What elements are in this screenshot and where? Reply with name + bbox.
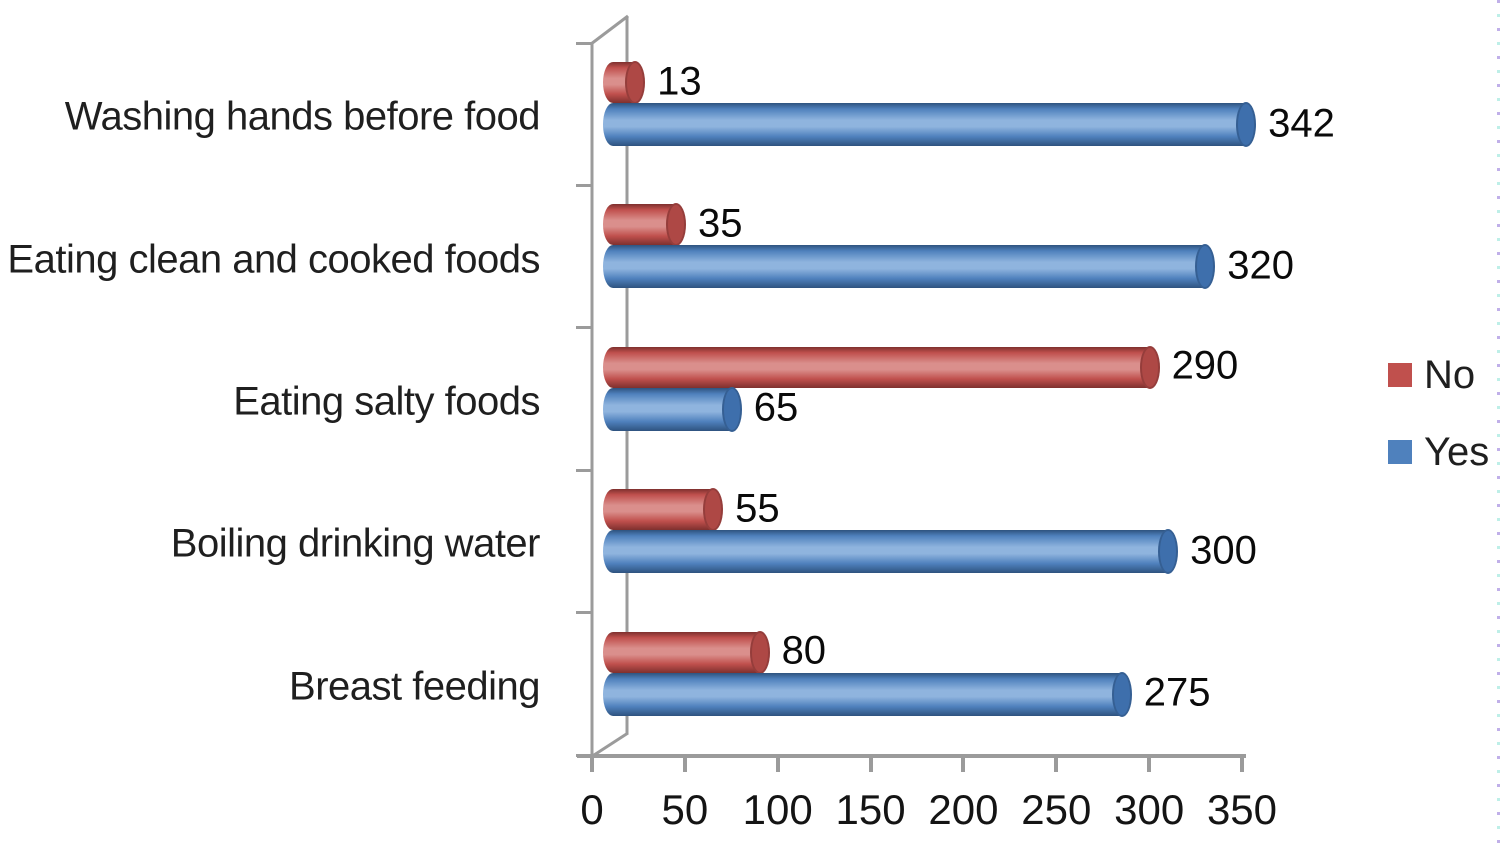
legend-item-yes: Yes (1388, 429, 1489, 475)
data-label: 275 (1143, 670, 1211, 715)
data-label: 80 (781, 628, 827, 673)
bar-end-cap (721, 386, 742, 432)
bar-end-cap (1139, 345, 1160, 389)
legend-swatch-no (1388, 363, 1412, 387)
bar-yes (603, 529, 1179, 575)
bar-yes (603, 244, 1216, 290)
bar-yes (603, 386, 742, 432)
bar-no (603, 488, 724, 532)
bar-end-cap (1158, 529, 1179, 575)
legend-label-yes: Yes (1424, 429, 1490, 474)
value-axis-tick-label: 250 (1021, 786, 1092, 833)
value-axis-tick (1054, 756, 1059, 772)
data-label: 342 (1268, 101, 1335, 146)
category-axis-tick (576, 611, 593, 615)
value-axis-tick-label: 0 (580, 786, 604, 833)
bar-no (603, 61, 646, 104)
bar-end-cap (749, 630, 770, 674)
category-label: Boiling drinking water (170, 521, 541, 566)
bar-yes (603, 671, 1132, 717)
value-axis-tick (775, 756, 780, 772)
value-axis-tick-label: 50 (661, 786, 709, 833)
depth-diagonal-top (590, 14, 629, 46)
value-axis-tick-label: 150 (835, 786, 906, 833)
data-label: 13 (657, 59, 702, 104)
value-axis-tick (961, 756, 966, 772)
value-axis-tick (1147, 756, 1152, 772)
data-label: 35 (697, 201, 743, 246)
bar-end-cap (625, 61, 646, 104)
bar-end-cap (703, 488, 724, 532)
category-label: Eating salty foods (233, 379, 540, 424)
value-axis-tick (1239, 756, 1244, 772)
value-axis-tick-label: 100 (742, 786, 813, 833)
value-axis-tick (868, 756, 873, 772)
data-label: 320 (1227, 243, 1295, 288)
bar-end-cap (665, 203, 686, 247)
value-axis-tick-label: 350 (1206, 786, 1278, 833)
data-label: 300 (1190, 528, 1257, 573)
bar-no (603, 630, 770, 674)
category-axis-tick (576, 468, 593, 472)
bar-no (603, 345, 1160, 389)
category-label: Washing hands before food (64, 94, 541, 139)
data-label: 55 (735, 486, 780, 531)
bar-end-cap (1111, 671, 1132, 717)
value-axis-tick-label: 300 (1114, 786, 1185, 833)
depth-diagonal-bottom (590, 731, 629, 759)
value-axis-tick-label: 200 (928, 786, 999, 833)
category-axis-tick (576, 326, 593, 330)
legend: No Yes (1388, 352, 1489, 475)
legend-item-no: No (1388, 352, 1489, 398)
category-axis-tick (576, 753, 593, 757)
bar-end-cap (1195, 244, 1216, 290)
selection-marquee-edge (1497, 0, 1500, 843)
category-label: Breast feeding (289, 664, 540, 709)
bar-no (603, 203, 686, 247)
data-label: 65 (753, 385, 799, 430)
category-label: Eating clean and cooked foods (7, 237, 540, 282)
bar-end-cap (1236, 102, 1257, 147)
value-axis-tick (590, 756, 594, 772)
data-label: 290 (1171, 343, 1239, 388)
value-axis-tick (682, 756, 687, 772)
legend-label-no: No (1424, 352, 1476, 397)
category-axis-tick (576, 183, 593, 187)
legend-swatch-yes (1388, 440, 1412, 464)
category-axis-tick (576, 41, 593, 45)
bar-yes (603, 102, 1257, 147)
